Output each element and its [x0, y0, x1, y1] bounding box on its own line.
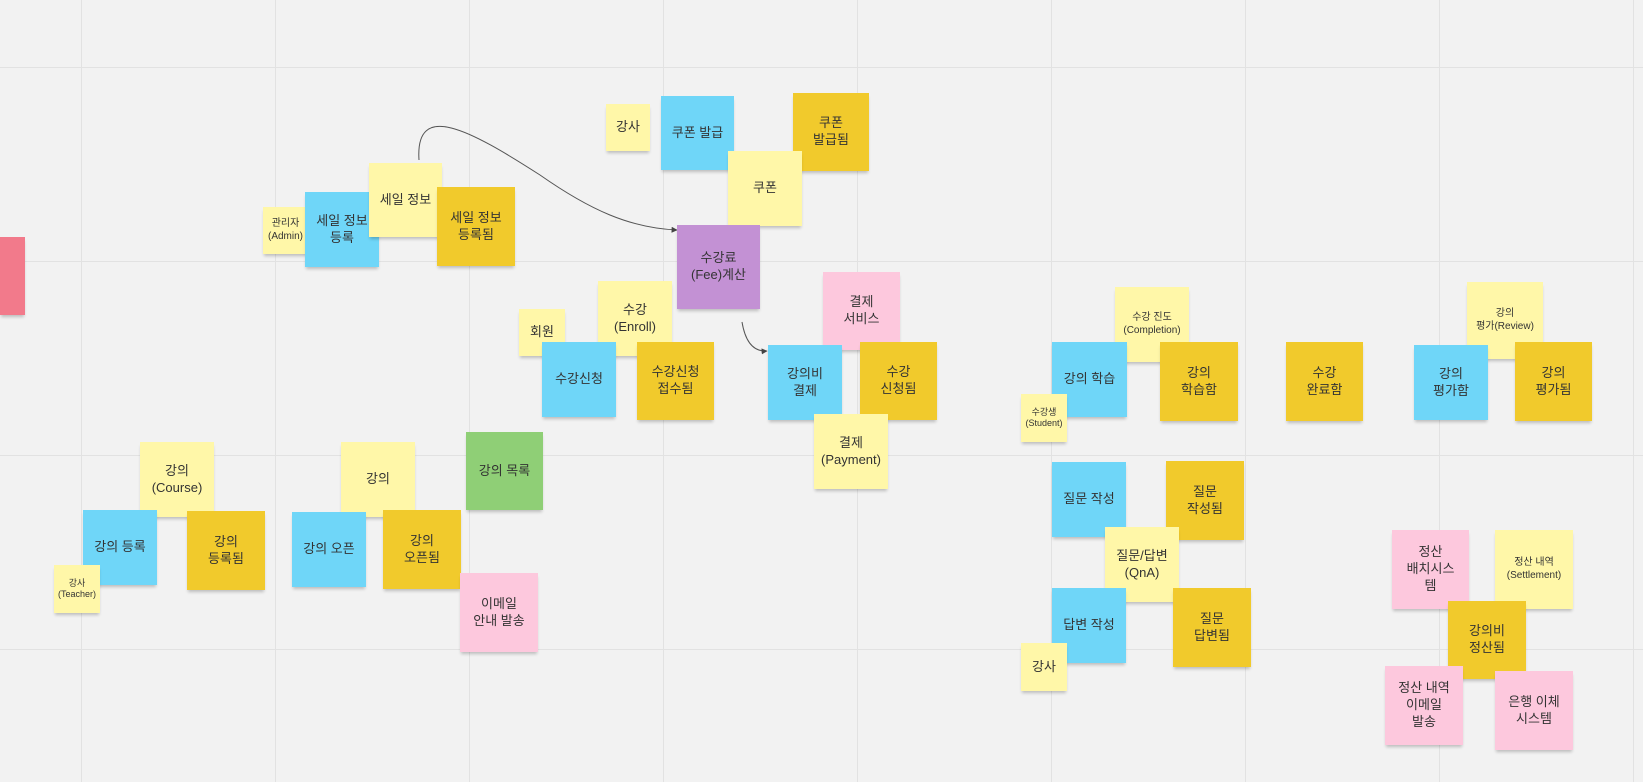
- event-coupon-issued[interactable]: 쿠폰 발급됨: [793, 93, 869, 171]
- external-email-notice[interactable]: 이메일 안내 발송: [460, 573, 538, 652]
- external-payment-service[interactable]: 결제 서비스: [823, 272, 900, 350]
- event-course-registered[interactable]: 강의 등록됨: [187, 511, 265, 590]
- aggregate-sale-info[interactable]: 세일 정보: [369, 163, 442, 237]
- aggregate-completion[interactable]: 수강 진도 (Completion): [1115, 287, 1189, 362]
- command-evaluate[interactable]: 강의 평가함: [1414, 345, 1488, 420]
- actor-student[interactable]: 수강생 (Student): [1021, 394, 1067, 442]
- command-course-open[interactable]: 강의 오픈: [292, 512, 366, 587]
- event-sale-registered[interactable]: 세일 정보 등록됨: [437, 187, 515, 266]
- actor-teacher[interactable]: 강사 (Teacher): [54, 565, 100, 613]
- event-answer-done[interactable]: 질문 답변됨: [1173, 588, 1251, 667]
- aggregate-payment[interactable]: 결제 (Payment): [814, 414, 888, 489]
- event-completed[interactable]: 수강 완료함: [1286, 342, 1363, 421]
- external-batch-system[interactable]: 정산 배치시스 템: [1392, 530, 1469, 609]
- external-settle-email[interactable]: 정산 내역 이메일 발송: [1385, 666, 1463, 745]
- command-coupon-issue[interactable]: 쿠폰 발급: [661, 96, 734, 170]
- aggregate-lecture[interactable]: 강의: [341, 442, 415, 517]
- event-enrolled[interactable]: 수강 신청됨: [860, 342, 937, 420]
- read-model-course-list[interactable]: 강의 목록: [466, 432, 543, 510]
- policy-fee-calc[interactable]: 수강료 (Fee)계산: [677, 225, 760, 309]
- aggregate-coupon[interactable]: 쿠폰: [728, 151, 802, 226]
- actor-note-coupon[interactable]: 강사: [606, 104, 650, 151]
- hotspot-note[interactable]: [0, 237, 25, 315]
- command-enroll-request[interactable]: 수강신청: [542, 342, 616, 417]
- command-fee-payment[interactable]: 강의비 결제: [768, 345, 842, 420]
- aggregate-course[interactable]: 강의 (Course): [140, 442, 214, 517]
- event-studied[interactable]: 강의 학습함: [1160, 342, 1238, 421]
- aggregate-settlement[interactable]: 정산 내역 (Settlement): [1495, 530, 1573, 609]
- external-bank-system[interactable]: 은행 이체 시스템: [1495, 671, 1573, 750]
- event-evaluated[interactable]: 강의 평가됨: [1515, 342, 1592, 421]
- actor-note-qna[interactable]: 강사: [1021, 643, 1067, 691]
- event-course-opened[interactable]: 강의 오픈됨: [383, 510, 461, 589]
- aggregate-qna[interactable]: 질문/답변 (QnA): [1105, 527, 1179, 602]
- event-question-written[interactable]: 질문 작성됨: [1166, 461, 1244, 540]
- event-settled[interactable]: 강의비 정산됨: [1448, 601, 1526, 679]
- event-enroll-received[interactable]: 수강신청 접수됨: [637, 342, 714, 420]
- command-sale-register[interactable]: 세일 정보 등록: [305, 192, 379, 267]
- connector-fee-to-payment: [741, 321, 768, 355]
- actor-admin[interactable]: 관리자 (Admin): [263, 207, 308, 254]
- command-question-write[interactable]: 질문 작성: [1052, 462, 1126, 537]
- command-course-register[interactable]: 강의 등록: [83, 510, 157, 585]
